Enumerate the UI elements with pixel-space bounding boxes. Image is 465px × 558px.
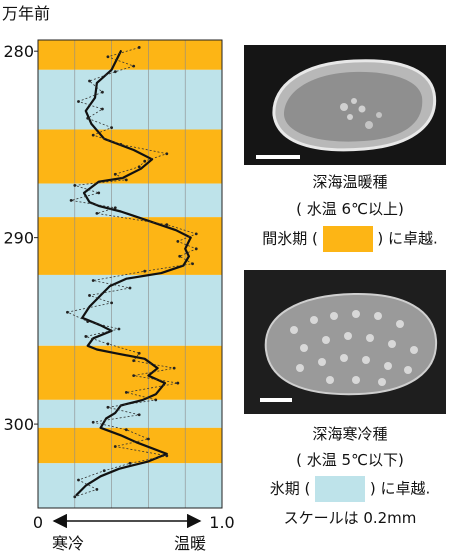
raw-point-21 xyxy=(95,212,99,215)
interglacial-band-4 xyxy=(38,217,222,275)
raw-series-line xyxy=(66,47,198,498)
raw-point-30 xyxy=(128,286,132,290)
glacial-band-7 xyxy=(38,399,222,428)
x-axis-cold-label: 寒冷 xyxy=(52,534,84,553)
raw-point-56 xyxy=(73,495,77,499)
raw-point-48 xyxy=(124,428,128,432)
raw-point-18 xyxy=(97,191,101,195)
y-tick-label-300: 300 xyxy=(3,415,34,434)
raw-point-55 xyxy=(95,487,99,491)
raw-point-13 xyxy=(143,159,147,163)
raw-point-15 xyxy=(113,172,117,176)
warm-period-suffix: ) に卓越. xyxy=(377,229,438,248)
interglacial-band-0 xyxy=(38,40,222,70)
raw-point-16 xyxy=(124,178,128,182)
raw-point-0 xyxy=(137,46,141,49)
raw-point-23 xyxy=(194,232,198,236)
cold-species-caption: 深海寒冷種 ( 水温 5℃以下) 氷期 ( ) に卓越. スケールは 0.2mm xyxy=(236,424,464,529)
raw-point-22 xyxy=(165,223,169,226)
y-tick-label-290: 290 xyxy=(3,229,34,248)
raw-point-32 xyxy=(110,301,113,305)
raw-point-46 xyxy=(137,413,141,417)
plot-frame xyxy=(37,39,223,509)
x-tick-label-left: 0 xyxy=(33,513,43,532)
raw-point-54 xyxy=(77,478,80,482)
warm-species-name: 深海温暖種 xyxy=(312,173,388,191)
raw-point-2 xyxy=(132,64,136,68)
warm-period-prefix: 間氷期 ( xyxy=(262,229,318,248)
smoothed-series-line xyxy=(75,50,192,496)
raw-point-24 xyxy=(176,239,180,243)
raw-point-47 xyxy=(91,420,95,424)
raw-point-37 xyxy=(106,342,110,346)
interglacial-color-swatch xyxy=(322,226,373,252)
raw-point-6 xyxy=(77,100,80,103)
raw-point-11 xyxy=(119,143,123,146)
raw-point-44 xyxy=(154,398,158,402)
raw-point-50 xyxy=(113,445,117,448)
raw-point-25 xyxy=(194,247,198,251)
warm-species-caption: 深海温暖種 ( 水温 6℃以上) 間氷期 ( ) に卓越. xyxy=(236,172,464,252)
raw-point-42 xyxy=(176,381,180,385)
raw-point-3 xyxy=(113,70,117,74)
raw-point-29 xyxy=(91,279,95,282)
cold-species-name: 深海寒冷種 xyxy=(312,425,388,443)
glacial-band-3 xyxy=(38,183,222,218)
raw-point-26 xyxy=(178,254,182,258)
glacial-band-1 xyxy=(38,69,222,130)
raw-point-51 xyxy=(165,454,169,458)
raw-point-12 xyxy=(165,152,169,156)
raw-point-14 xyxy=(137,165,141,169)
raw-point-41 xyxy=(132,374,136,378)
cold-period-prefix: 氷期 ( xyxy=(269,479,311,498)
warm-species-photo xyxy=(244,45,446,165)
glacial-band-9 xyxy=(38,463,222,508)
raw-point-49 xyxy=(147,437,150,441)
x-tick-label-right: 1.0 xyxy=(209,513,234,532)
glacial-color-swatch xyxy=(315,476,366,502)
raw-point-1 xyxy=(106,55,110,59)
x-axis-warm-label: 温暖 xyxy=(174,534,206,553)
raw-point-33 xyxy=(66,310,69,314)
raw-point-36 xyxy=(84,335,88,338)
raw-point-28 xyxy=(143,269,147,273)
interglacial-band-6 xyxy=(38,345,222,400)
y-tick-label-280: 280 xyxy=(3,42,34,61)
raw-point-20 xyxy=(113,206,117,210)
raw-point-34 xyxy=(86,320,90,323)
raw-point-19 xyxy=(69,198,73,202)
raw-point-31 xyxy=(88,294,91,297)
raw-point-40 xyxy=(172,366,176,370)
glacial-band-5 xyxy=(38,274,222,346)
cold-species-temperature: ( 水温 5℃以下) xyxy=(296,451,404,469)
scale-note: スケールは 0.2mm xyxy=(283,509,417,527)
paleo-temperature-chart: 280 290 300 万年前 0 1.0 寒冷 温暖 xyxy=(2,4,235,553)
raw-point-35 xyxy=(117,327,121,331)
cold-species-photo xyxy=(244,270,446,414)
raw-point-53 xyxy=(102,469,106,473)
y-axis-title: 万年前 xyxy=(2,4,50,23)
raw-point-7 xyxy=(101,107,104,111)
raw-point-8 xyxy=(86,116,90,120)
raw-point-39 xyxy=(132,359,136,363)
raw-point-5 xyxy=(101,90,104,94)
cold-period-suffix: ) に卓越. xyxy=(369,479,431,498)
raw-point-38 xyxy=(137,351,141,355)
warm-species-temperature: ( 水温 6℃以上) xyxy=(296,200,404,218)
raw-point-52 xyxy=(128,461,132,465)
interglacial-band-8 xyxy=(38,427,222,464)
raw-point-27 xyxy=(191,262,194,266)
raw-point-17 xyxy=(73,184,77,187)
raw-point-45 xyxy=(106,405,110,409)
raw-point-4 xyxy=(88,79,91,83)
raw-point-43 xyxy=(124,390,128,394)
raw-point-9 xyxy=(110,126,113,130)
raw-point-10 xyxy=(91,133,95,137)
